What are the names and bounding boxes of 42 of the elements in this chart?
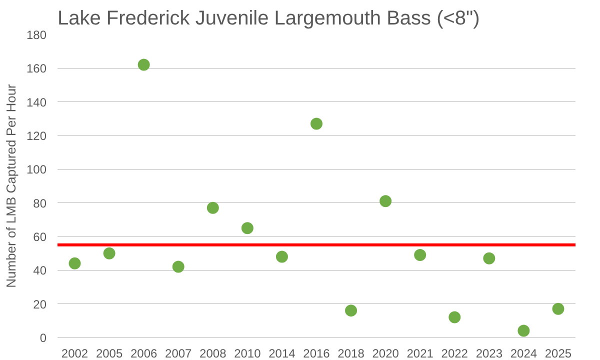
y-tick-label: 40	[33, 264, 47, 278]
y-tick-label: 180	[26, 28, 47, 42]
point	[103, 247, 116, 260]
x-tick-label: 2025	[544, 346, 572, 360]
x-tick-label: 2020	[372, 346, 400, 360]
x-tick-label: 2005	[96, 346, 123, 360]
x-tick-label: 2008	[200, 346, 227, 360]
point	[68, 257, 81, 270]
x-tick-label: 2010	[234, 346, 262, 360]
point	[483, 252, 496, 264]
point	[345, 304, 358, 317]
y-tick-label: 120	[26, 129, 47, 143]
y-tick-label: 0	[40, 331, 47, 345]
y-tick-label: 20	[33, 297, 47, 312]
x-tick-label: 2006	[130, 346, 158, 360]
x-tick-label: 2014	[268, 346, 296, 360]
x-tick-label: 2018	[338, 346, 365, 360]
x-tick-label: 2016	[303, 346, 330, 360]
y-axis-title: Number of LMB Captured Per Hour	[3, 83, 18, 288]
point	[414, 249, 426, 262]
point	[380, 195, 392, 208]
point	[206, 202, 219, 214]
x-tick-label: 2023	[476, 346, 503, 360]
y-tick-label: 160	[26, 62, 47, 76]
chart-title: Lake Frederick Juvenile Largemouth Bass (<8")	[58, 8, 480, 30]
point	[276, 250, 288, 263]
y-tick-label: 100	[26, 162, 47, 177]
point	[241, 222, 254, 234]
y-tick-label: 80	[33, 196, 47, 210]
point	[138, 58, 150, 71]
point	[518, 324, 530, 337]
y-tick-label: 140	[26, 95, 47, 110]
point	[172, 260, 184, 273]
point	[552, 302, 564, 315]
point	[448, 311, 461, 324]
x-tick-label: 2021	[406, 346, 434, 360]
x-tick-label: 2024	[510, 346, 538, 360]
point	[310, 118, 322, 130]
y-tick-label: 60	[33, 230, 47, 244]
x-tick-label: 2002	[61, 346, 88, 360]
x-tick-label: 2022	[441, 346, 468, 360]
x-tick-label: 2007	[165, 346, 192, 360]
